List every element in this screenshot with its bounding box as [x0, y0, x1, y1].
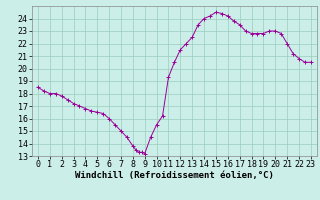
X-axis label: Windchill (Refroidissement éolien,°C): Windchill (Refroidissement éolien,°C) — [75, 171, 274, 180]
